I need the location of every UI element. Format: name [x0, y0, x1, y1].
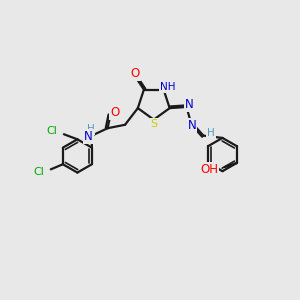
Text: N: N: [84, 130, 93, 143]
Text: N: N: [185, 98, 194, 111]
Text: O: O: [131, 67, 140, 80]
Text: Cl: Cl: [46, 126, 57, 136]
Text: H: H: [207, 128, 215, 138]
Text: O: O: [110, 106, 119, 118]
Text: H: H: [87, 124, 94, 134]
Text: N: N: [188, 119, 196, 132]
Text: OH: OH: [200, 163, 218, 176]
Text: S: S: [151, 119, 158, 129]
Text: NH: NH: [160, 82, 176, 92]
Text: Cl: Cl: [33, 167, 44, 177]
